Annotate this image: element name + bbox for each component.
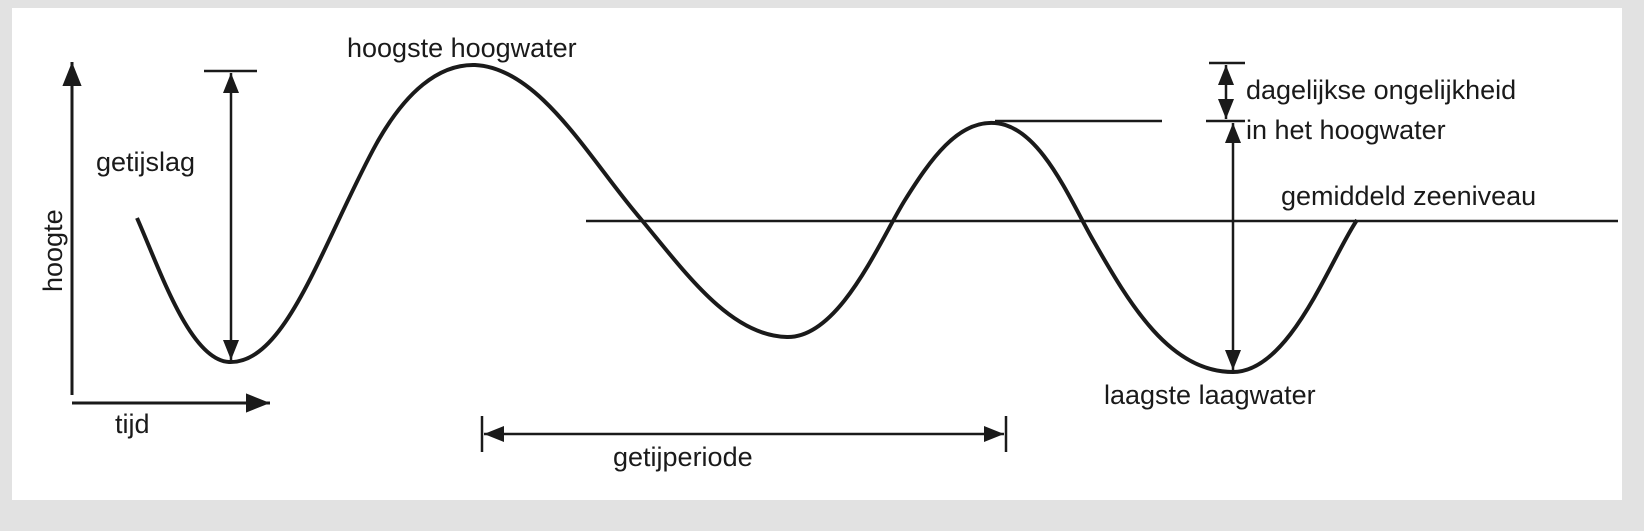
tide-diagram: hoogte tijd getijslag hoogste hoogwater … — [12, 8, 1622, 500]
mean-sea-level-label: gemiddeld zeeniveau — [1281, 181, 1536, 211]
diurnal-inequality-label-line2: in het hoogwater — [1246, 115, 1446, 145]
highest-high-water-label: hoogste hoogwater — [347, 33, 577, 63]
x-axis-label: tijd — [115, 409, 150, 439]
tidal-period-label: getijperiode — [613, 442, 753, 472]
tide-curve — [135, 62, 1359, 375]
diurnal-inequality-label-line1: dagelijkse ongelijkheid — [1246, 75, 1516, 105]
y-axis-label: hoogte — [38, 209, 68, 292]
tidal-range-label: getijslag — [96, 147, 195, 177]
lowest-low-water-label: laagste laagwater — [1104, 380, 1316, 410]
